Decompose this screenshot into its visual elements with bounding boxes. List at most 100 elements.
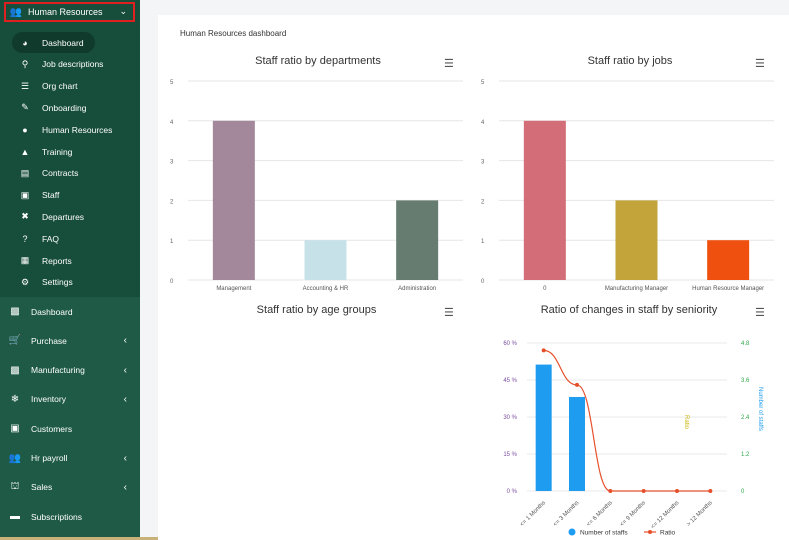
- y-tick-label: 1: [481, 239, 485, 245]
- y-right-tick-label: 0: [741, 489, 745, 495]
- graduation-cap-icon: ▲: [20, 146, 30, 157]
- x-tick-label: <= 6 Months: [586, 500, 614, 528]
- sidebar-item-label: Subscriptions: [31, 511, 83, 522]
- sidebar-item-staff[interactable]: ▣ Staff: [0, 185, 140, 206]
- sidebar-item-reports[interactable]: ▦ Reports: [0, 250, 140, 271]
- sidebar-item-manufacturing[interactable]: ▩ Manufacturing ‹: [0, 356, 140, 385]
- sidebar-module-human-resources[interactable]: 👥 Human Resources ⌄: [4, 2, 135, 22]
- sidebar-item-faq[interactable]: ? FAQ: [0, 228, 140, 249]
- sidebar-item-departures[interactable]: ✖ Departures: [0, 206, 140, 227]
- chart-menu-icon[interactable]: ☰: [755, 58, 765, 70]
- y-tick-label: 3: [481, 160, 485, 166]
- sidebar-item-contracts[interactable]: ▤ Contracts: [0, 163, 140, 184]
- sidebar-item-hr-payroll[interactable]: 👥 Hr payroll ‹: [0, 444, 140, 473]
- y-left-tick-label: 60 %: [503, 341, 517, 347]
- x-tick-label: Manufacturing Manager: [605, 286, 668, 292]
- y-tick-label: 4: [170, 120, 174, 126]
- chart-title-seniority: Ratio of changes in staff by seniority: [540, 304, 718, 316]
- question-icon: ?: [22, 233, 28, 244]
- chevron-left-icon[interactable]: ‹: [123, 481, 127, 493]
- line-point: [708, 489, 713, 493]
- sidebar-item-label: Hr payroll: [31, 453, 68, 463]
- bar: [569, 396, 585, 491]
- y-left-tick-label: 30 %: [503, 415, 517, 421]
- chart-title-departments: Staff ratio by departments: [255, 55, 381, 67]
- x-tick-label: > 12 Months: [686, 500, 714, 528]
- bar: [707, 240, 750, 280]
- y-tick-label: 5: [170, 80, 174, 86]
- sidebar-item-sales[interactable]: ⛫ Sales ‹: [0, 473, 140, 502]
- sidebar-item-org-chart[interactable]: ☰ Org chart: [0, 76, 140, 97]
- y-tick-label: 3: [170, 160, 174, 166]
- x-tick-label: <= 3 Months: [553, 500, 581, 528]
- chevron-left-icon[interactable]: ‹: [123, 452, 127, 464]
- user-times-icon: ✖: [21, 211, 29, 222]
- monitor-icon: ▩: [10, 306, 20, 317]
- sidebar-item-inventory[interactable]: ❄ Inventory ‹: [0, 385, 140, 414]
- sidebar-item-label: Departures: [42, 211, 85, 222]
- sidebar-item-label: Sales: [31, 482, 53, 493]
- x-tick-label: Accounting & HR: [303, 286, 349, 292]
- list-icon: ☰: [20, 80, 30, 91]
- x-tick-label: Management: [216, 286, 251, 292]
- chart-jobs: 0 1 2 3 4 5 0 Manufacturing Manager Human Resour…: [481, 80, 774, 292]
- report-icon: ▦: [20, 255, 30, 265]
- factory-icon: ▩: [10, 364, 20, 376]
- users-icon: 👥: [9, 6, 23, 18]
- legend-marker-number-of-staffs: [568, 528, 576, 536]
- x-tick-label: <= 1 Months: [519, 500, 547, 528]
- page-title: Human Resources dashboard: [180, 29, 287, 38]
- sidebar-item-label: Job descriptions: [42, 59, 104, 70]
- bar: [615, 200, 658, 280]
- sidebar-item-customers[interactable]: ▣ Customers: [0, 414, 140, 443]
- sidebar-item-label: Human Resources: [42, 124, 113, 135]
- bar: [304, 240, 347, 280]
- chevron-left-icon[interactable]: ‹: [123, 335, 127, 347]
- legend-label: Ratio: [660, 530, 676, 537]
- y-tick-label: 4: [481, 120, 485, 126]
- sidebar-item-job-descriptions[interactable]: ⚲ Job descriptions: [0, 54, 140, 75]
- chart-departments: 0 1 2 3 4 5 Management Accounting & HR Administr…: [170, 80, 463, 292]
- sidebar-item-label: Contracts: [42, 168, 79, 179]
- sidebar: 👥 Human Resources ⌄ ◕ Dashboard ⚲ Job descr…: [0, 0, 140, 540]
- sidebar-item-training[interactable]: ▲ Training: [0, 141, 140, 162]
- snowflake-icon: ❄: [10, 393, 20, 405]
- dashboard-icon: ◕: [22, 37, 28, 48]
- sidebar-item-label: Org chart: [42, 81, 78, 92]
- y-left-axis-label: Ratio: [683, 415, 689, 430]
- x-tick-label: <= 9 Months: [619, 500, 647, 528]
- address-card-icon: ▣: [10, 423, 20, 435]
- sidebar-item-label: Dashboard: [31, 306, 73, 317]
- sidebar-item-human-resources[interactable]: ● Human Resources: [0, 119, 140, 140]
- chevron-down-icon[interactable]: ⌄: [119, 6, 127, 16]
- pin-icon: ⚲: [21, 58, 29, 69]
- x-tick-label: Human Resource Manager: [692, 286, 764, 292]
- bar: [396, 200, 439, 280]
- sidebar-item-purchase[interactable]: 🛒 Purchase ‹: [0, 326, 140, 355]
- y-tick-label: 2: [170, 199, 174, 205]
- x-tick-label: <= 12 Months: [650, 500, 680, 530]
- y-left-tick-label: 0 %: [507, 489, 518, 495]
- active-pill: [12, 32, 95, 53]
- module-label: Human Resources: [28, 7, 103, 17]
- sidebar-item-label: Customers: [31, 423, 73, 434]
- sidebar-item-dashboard[interactable]: ▩ Dashboard: [0, 297, 140, 326]
- sidebar-item-onboarding[interactable]: ✎ Onboarding: [0, 97, 140, 118]
- bar: [212, 120, 255, 280]
- sidebar-item-label: Reports: [42, 255, 72, 266]
- chevron-left-icon[interactable]: ‹: [123, 364, 127, 376]
- bar: [523, 120, 566, 280]
- money-icon: ▬: [10, 511, 20, 523]
- sidebar-item-settings[interactable]: ⚙ Settings: [0, 272, 140, 293]
- y-tick-label: 2: [481, 199, 485, 205]
- y-right-tick-label: 2.4: [741, 415, 750, 421]
- chart-menu-icon[interactable]: ☰: [444, 58, 454, 70]
- sidebar-item-dashboard[interactable]: ◕ Dashboard: [0, 32, 140, 53]
- chart-title-jobs: Staff ratio by jobs: [587, 55, 673, 67]
- sidebar-item-subscriptions[interactable]: ▬ Subscriptions: [0, 502, 140, 531]
- sidebar-item-label: Onboarding: [42, 102, 87, 113]
- chevron-left-icon[interactable]: ‹: [123, 393, 127, 405]
- edit-icon: ✎: [21, 102, 29, 113]
- chart-menu-icon[interactable]: ☰: [444, 307, 454, 319]
- chart-menu-icon[interactable]: ☰: [755, 307, 765, 319]
